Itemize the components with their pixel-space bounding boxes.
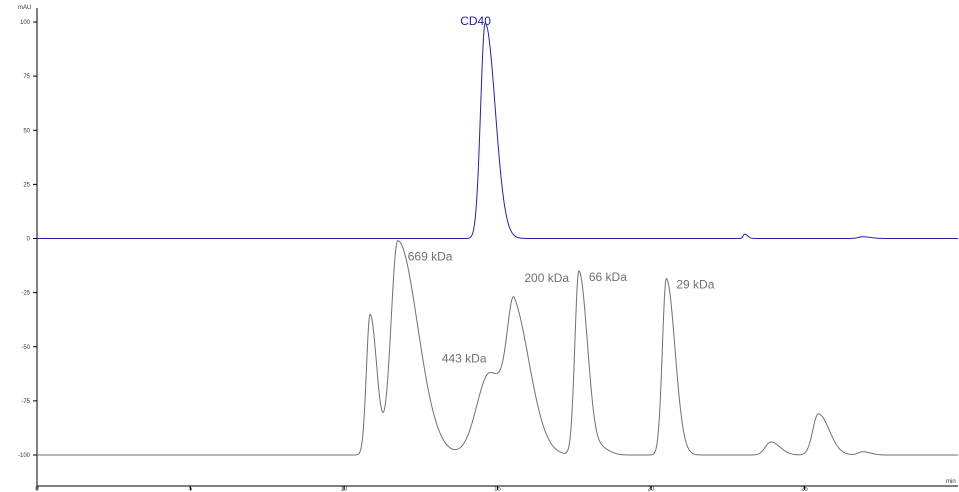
y-tick-label: 75: [23, 74, 30, 80]
y-axis-unit-label: mAU: [18, 5, 31, 11]
x-axis-unit-label: min: [946, 479, 956, 485]
peak-label: 200 kDa: [524, 271, 569, 285]
y-tick-label: -75: [21, 399, 30, 405]
peak-label: 669 kDa: [408, 250, 453, 264]
standard-trace: [37, 240, 958, 456]
y-tick-label: 0: [27, 237, 31, 243]
y-tick-label: 25: [23, 182, 30, 188]
peak-label: 66 kDa: [589, 270, 627, 284]
trace-group: [37, 22, 958, 456]
y-tick-label: -50: [21, 345, 30, 351]
x-tick-label: 5: [189, 487, 193, 492]
peak-label: 29 kDa: [676, 278, 714, 292]
peak-label: 443 kDa: [442, 352, 487, 366]
y-tick-label: 100: [20, 20, 31, 26]
x-tick-label: 0: [35, 487, 39, 492]
x-tick-label: 20: [648, 487, 655, 492]
y-tick-label: -100: [18, 453, 31, 459]
x-tick-label: 25: [801, 487, 808, 492]
peak-label-group: CD40 669 kDa 443 kDa 200 kDa 66 kDa 29 kDa: [408, 14, 715, 365]
y-tick-label: 50: [23, 128, 30, 134]
axes: mAU min: [18, 5, 958, 487]
series-title-label: CD40: [460, 14, 491, 28]
sample-trace: [37, 22, 958, 239]
x-tick-label: 15: [494, 487, 501, 492]
y-tick-label: -25: [21, 291, 30, 297]
x-tick-label: 10: [341, 487, 348, 492]
tick-group: 0 5 10 15 20 25 100 75 50 25 0 -25 -50 -75 -100: [18, 20, 809, 492]
